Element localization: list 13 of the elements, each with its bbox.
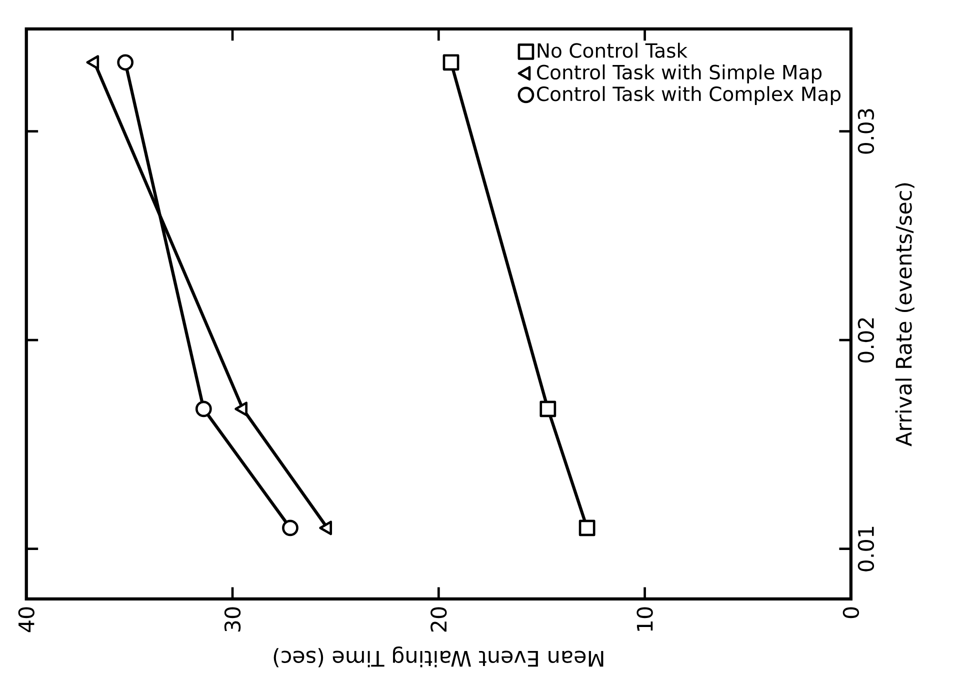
legend-label: Control Task with Complex Map <box>537 86 840 106</box>
x-tick-label: 30 <box>224 607 241 632</box>
y-axis-title: Arrival Rate (events/sec) <box>895 183 914 447</box>
x-tick-label: 0 <box>842 607 860 618</box>
x-axis-title: Mean Event Waiting Time (sec) <box>274 646 604 668</box>
y-tick-label: 0.03 <box>858 109 874 154</box>
legend-label: No Control Task <box>538 42 688 58</box>
x-tick-label: 10 <box>636 607 653 631</box>
y-tick-label: 0.01 <box>858 527 874 572</box>
y-tick-label: 0.02 <box>858 318 874 363</box>
legend-label: Control Task with Simple Map <box>537 64 822 84</box>
x-tick-label: 20 <box>430 607 447 632</box>
x-tick-label: 40 <box>18 607 34 632</box>
